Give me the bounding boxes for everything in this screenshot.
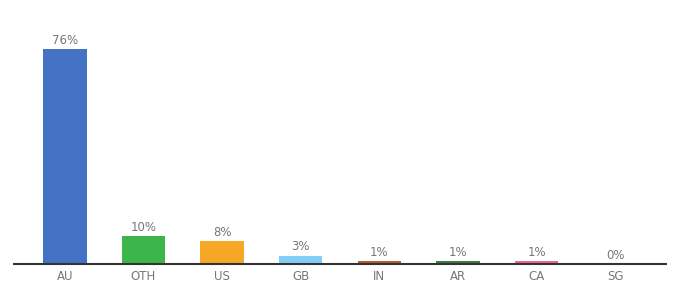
Text: 1%: 1% <box>527 246 546 259</box>
Bar <box>279 256 322 264</box>
Text: 76%: 76% <box>52 34 78 47</box>
Bar <box>437 261 479 264</box>
Bar <box>122 236 165 264</box>
Text: 3%: 3% <box>292 240 310 253</box>
Bar <box>44 50 86 264</box>
Bar <box>515 261 558 264</box>
Bar <box>201 242 243 264</box>
Text: 10%: 10% <box>131 220 156 233</box>
Bar <box>358 261 401 264</box>
Text: 8%: 8% <box>213 226 231 239</box>
Text: 1%: 1% <box>370 246 388 259</box>
Text: 1%: 1% <box>449 246 467 259</box>
Text: 0%: 0% <box>606 249 624 262</box>
